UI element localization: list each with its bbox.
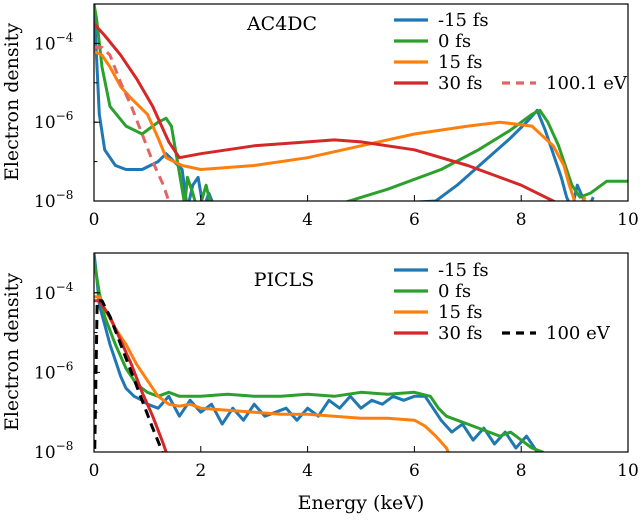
x-tick-label: 0 — [89, 461, 100, 481]
series-line-30-fs — [94, 22, 557, 201]
series-line-0-fs — [94, 4, 628, 201]
series-line-100-ev — [94, 299, 164, 452]
x-tick-label: 10 — [617, 461, 639, 481]
y-tick-label-group: 10−4 — [34, 280, 74, 304]
x-axis-label: Energy (keV) — [298, 492, 425, 514]
x-tick-label: 4 — [302, 210, 313, 230]
series-lines — [94, 4, 628, 201]
y-tick-label-group: 10−6 — [34, 359, 73, 383]
y-tick-label-group: 10−8 — [34, 439, 73, 463]
legend-item: 100.1 eV — [502, 73, 628, 94]
panel-title: AC4DC — [246, 13, 317, 35]
axis-ticks: 0 2 4 6 8 10 10−8 10−6 10−4 — [34, 252, 639, 481]
legend-item: 0 fs — [394, 31, 471, 52]
legend-label: 100 eV — [546, 323, 611, 344]
series-line-0-fs — [94, 260, 546, 452]
y-tick-label-group: 10−6 — [34, 109, 73, 133]
legend-label: 30 fs — [438, 323, 483, 344]
x-tick-label: 2 — [195, 461, 206, 481]
x-tick-label: 4 — [302, 461, 313, 481]
legend-item: 15 fs — [394, 302, 483, 323]
series-line-30-fs — [94, 299, 168, 452]
x-tick-label: 6 — [409, 461, 420, 481]
x-tick-label: 6 — [409, 210, 420, 230]
legend-label: 30 fs — [438, 73, 483, 94]
y-axis-label-bottom: Electron density — [1, 273, 23, 431]
series-line-15-fs — [94, 49, 587, 201]
series-line-15-fs — [94, 253, 540, 452]
legend-label: 0 fs — [438, 281, 471, 302]
legend-item: 0 fs — [394, 281, 471, 302]
axis-ticks: 0 2 4 6 8 10 10−8 10−6 10−4 — [34, 3, 639, 230]
y-tick-label-group: 10−4 — [34, 30, 74, 54]
y-tick-label-group: 10−8 — [34, 188, 73, 212]
legend-item: 30 fs — [394, 73, 483, 94]
panel-title: PICLS — [254, 269, 314, 291]
legend-label: 100.1 eV — [546, 73, 628, 94]
series-line-100-1-ev — [94, 45, 171, 201]
plot-frame — [93, 252, 629, 453]
y-axis-label-top: Electron density — [1, 23, 23, 181]
x-tick-label: 8 — [516, 461, 527, 481]
y-tick-label: 10−6 — [34, 359, 73, 383]
legend-label: -15 fs — [438, 260, 489, 281]
legend-label: -15 fs — [438, 10, 489, 31]
legend-item: 30 fs — [394, 323, 483, 344]
y-tick-label: 10−6 — [34, 109, 73, 133]
x-tick-label: 0 — [89, 210, 100, 230]
y-tick-label: 10−4 — [34, 280, 74, 304]
x-tick-label: 2 — [195, 210, 206, 230]
legend-label: 15 fs — [438, 302, 483, 323]
y-tick-label: 10−8 — [34, 439, 73, 463]
legend-label: 0 fs — [438, 31, 471, 52]
plot-frame — [93, 3, 629, 202]
y-tick-label: 10−8 — [34, 188, 73, 212]
legend-label: 15 fs — [438, 52, 483, 73]
legend-item: 100 eV — [502, 323, 611, 344]
legend-item: -15 fs — [394, 10, 489, 31]
x-tick-label: 8 — [516, 210, 527, 230]
x-tick-label: 10 — [617, 210, 639, 230]
y-tick-label: 10−4 — [34, 30, 74, 54]
series-line-15-fs — [94, 295, 450, 452]
legend-item: 15 fs — [394, 52, 483, 73]
series-lines — [94, 253, 546, 452]
legend-item: -15 fs — [394, 260, 489, 281]
series-line-15-fs — [94, 4, 595, 201]
